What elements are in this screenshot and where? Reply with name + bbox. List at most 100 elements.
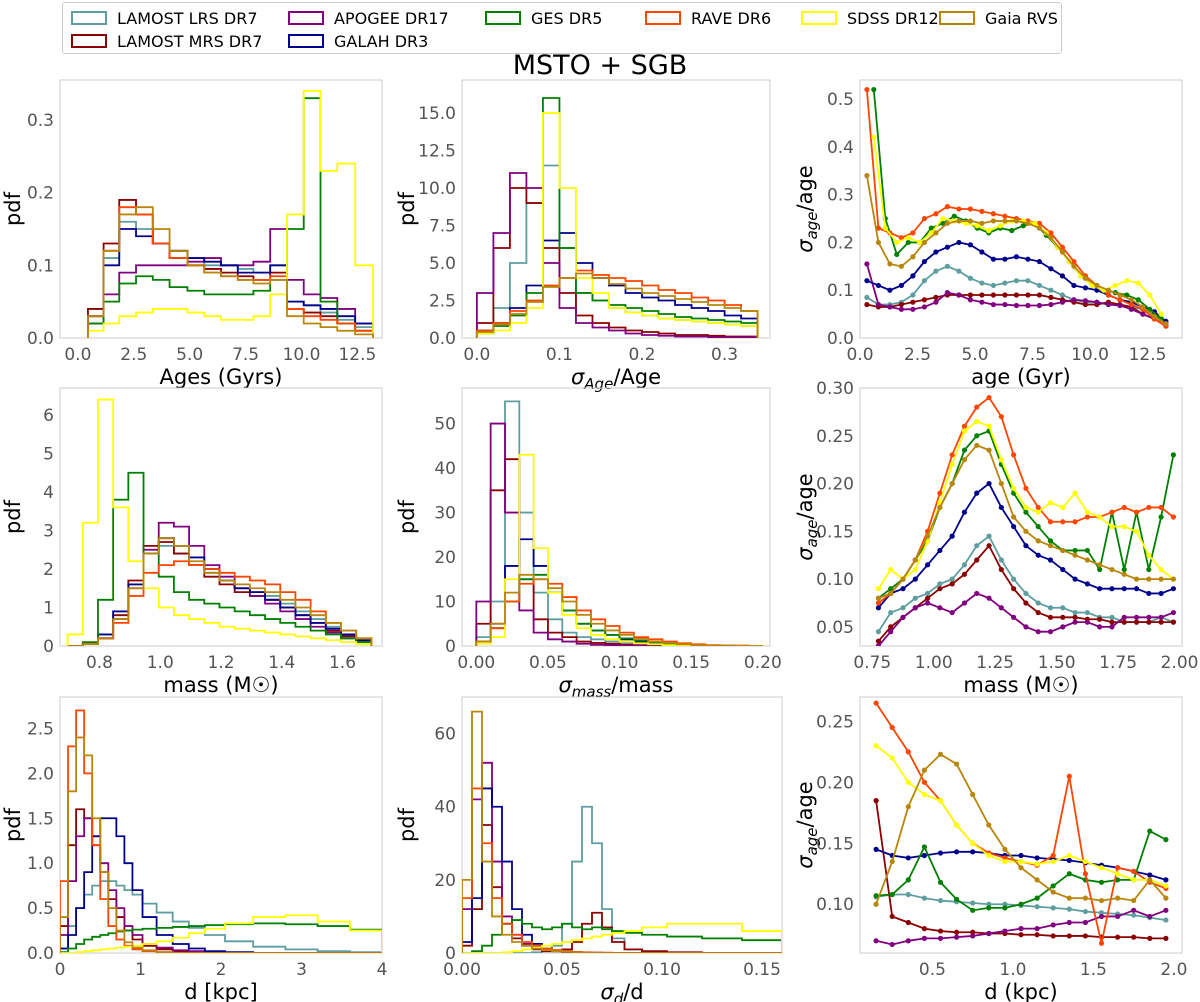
point-ges-dr5 bbox=[1018, 901, 1024, 907]
point-lamost-mrs-dr7 bbox=[1147, 935, 1153, 941]
point-rave-dr6 bbox=[998, 414, 1004, 420]
point-lamost-lrs-dr7 bbox=[910, 292, 916, 298]
point-lamost-mrs-dr7 bbox=[1050, 933, 1056, 939]
y-tick-label: 7.5 bbox=[429, 217, 456, 237]
point-ges-dr5 bbox=[1084, 547, 1090, 554]
point-apogee-dr17 bbox=[961, 600, 968, 606]
x-tick-label: 5.0 bbox=[961, 345, 988, 365]
hist-step-sdss-dr12 bbox=[87, 90, 374, 338]
y-axis-label: pdf bbox=[1, 499, 25, 534]
point-sdss-dr12 bbox=[1032, 220, 1038, 226]
point-apogee-dr17 bbox=[1146, 614, 1152, 620]
point-gaia-rvs bbox=[1002, 846, 1008, 852]
line-sdss-dr12 bbox=[872, 137, 1163, 315]
point-apogee-dr17 bbox=[970, 933, 976, 939]
point-galah-dr3 bbox=[1023, 543, 1029, 549]
point-rave-dr6 bbox=[898, 235, 905, 241]
point-lamost-mrs-dr7 bbox=[937, 586, 943, 592]
point-ges-dr5 bbox=[1035, 523, 1041, 530]
legend-label-apogee: APOGEE DR17 bbox=[334, 8, 449, 28]
point-lamost-mrs-dr7 bbox=[1133, 619, 1140, 625]
point-rave-dr6 bbox=[873, 700, 879, 706]
point-apogee-dr17 bbox=[898, 306, 905, 312]
y-tick-label: 0.5 bbox=[27, 899, 54, 919]
point-gaia-rvs bbox=[1140, 304, 1146, 310]
point-lamost-lrs-dr7 bbox=[933, 268, 939, 274]
point-rave-dr6 bbox=[875, 225, 882, 231]
y-tick-label: 0.1 bbox=[27, 256, 54, 276]
point-lamost-lrs-dr7 bbox=[1025, 278, 1031, 284]
hist-step-gaia-rvs bbox=[462, 710, 782, 953]
point-galah-dr3 bbox=[910, 273, 916, 279]
x-tick-label: 12.5 bbox=[338, 345, 376, 365]
point-apogee-dr17 bbox=[921, 935, 928, 941]
y-tick-label: 0 bbox=[43, 637, 54, 657]
x-tick-label: 0.00 bbox=[457, 653, 495, 673]
y-tick-label: 30 bbox=[434, 504, 456, 524]
point-lamost-mrs-dr7 bbox=[1097, 616, 1103, 622]
point-apogee-dr17 bbox=[1047, 629, 1054, 635]
point-apogee-dr17 bbox=[986, 595, 992, 601]
point-gaia-rvs bbox=[912, 557, 918, 563]
point-gaia-rvs bbox=[1097, 562, 1103, 568]
point-gaia-rvs bbox=[949, 480, 955, 487]
point-lamost-lrs-dr7 bbox=[1066, 906, 1072, 912]
point-lamost-lrs-dr7 bbox=[937, 581, 943, 587]
point-galah-dr3 bbox=[1034, 855, 1040, 861]
point-sdss-dr12 bbox=[905, 779, 911, 785]
y-tick-label: 0.1 bbox=[827, 281, 854, 301]
point-ges-dr5 bbox=[1009, 227, 1015, 234]
point-apogee-dr17 bbox=[924, 600, 931, 606]
hist-step-rave-dr6 bbox=[462, 787, 782, 953]
point-rave-dr6 bbox=[1128, 301, 1134, 308]
point-sdss-dr12 bbox=[1146, 552, 1152, 558]
point-sdss-dr12 bbox=[888, 566, 894, 573]
x-tick-label: 1.0 bbox=[147, 653, 174, 673]
x-tick-label: 1.2 bbox=[207, 653, 234, 673]
point-sdss-dr12 bbox=[917, 239, 923, 246]
point-apogee-dr17 bbox=[1013, 302, 1020, 309]
point-apogee-dr17 bbox=[990, 301, 997, 308]
legend-swatch-rave bbox=[645, 11, 681, 25]
point-ges-dr5 bbox=[1097, 566, 1103, 573]
point-galah-dr3 bbox=[1018, 852, 1024, 859]
legend-swatch-lamost-lrs bbox=[71, 11, 107, 25]
hist-step-gaia-rvs bbox=[60, 736, 382, 953]
plot-area-age-err-vs-mass bbox=[875, 394, 1176, 646]
legend-item-lamost-mrs: LAMOST MRS DR7 bbox=[71, 30, 262, 52]
point-galah-dr3 bbox=[956, 239, 962, 246]
point-lamost-mrs-dr7 bbox=[1158, 619, 1164, 625]
hist-step-lamost-lrs-dr7 bbox=[475, 164, 759, 338]
x-tick-label: 12.5 bbox=[1129, 345, 1167, 365]
y-axis-label: pdf bbox=[395, 807, 419, 842]
point-ges-dr5 bbox=[1002, 905, 1008, 911]
point-gaia-rvs bbox=[998, 480, 1004, 487]
y-tick-label: 0.30 bbox=[816, 379, 854, 399]
point-apogee-dr17 bbox=[937, 605, 943, 611]
point-rave-dr6 bbox=[1060, 519, 1066, 525]
point-gaia-rvs bbox=[1071, 263, 1077, 269]
y-tick-label: 50 bbox=[434, 415, 456, 435]
point-sdss-dr12 bbox=[940, 215, 946, 222]
point-rave-dr6 bbox=[1098, 940, 1105, 946]
point-apogee-dr17 bbox=[1109, 624, 1115, 630]
legend-label-gaia: Gaia RVS bbox=[985, 8, 1058, 28]
y-tick-label: 0.15 bbox=[816, 834, 854, 854]
axes-frame-age-err-vs-age bbox=[859, 79, 1183, 339]
point-apogee-dr17 bbox=[1097, 624, 1103, 630]
point-apogee-dr17 bbox=[1002, 928, 1008, 934]
point-galah-dr3 bbox=[1163, 877, 1169, 883]
point-lamost-lrs-dr7 bbox=[990, 282, 997, 289]
x-tick-label: 2.5 bbox=[120, 345, 147, 365]
point-gaia-rvs bbox=[921, 239, 928, 246]
point-rave-dr6 bbox=[921, 215, 928, 222]
point-apogee-dr17 bbox=[912, 605, 918, 611]
point-sdss-dr12 bbox=[1158, 311, 1164, 317]
point-lamost-mrs-dr7 bbox=[1048, 294, 1054, 300]
point-lamost-lrs-dr7 bbox=[1035, 600, 1041, 606]
hist-step-gaia-rvs bbox=[67, 537, 373, 646]
point-gaia-rvs bbox=[1158, 576, 1164, 582]
x-axis-label: mass (M☉) bbox=[963, 673, 1078, 697]
point-lamost-lrs-dr7 bbox=[900, 605, 906, 611]
point-gaia-rvs bbox=[933, 230, 939, 236]
